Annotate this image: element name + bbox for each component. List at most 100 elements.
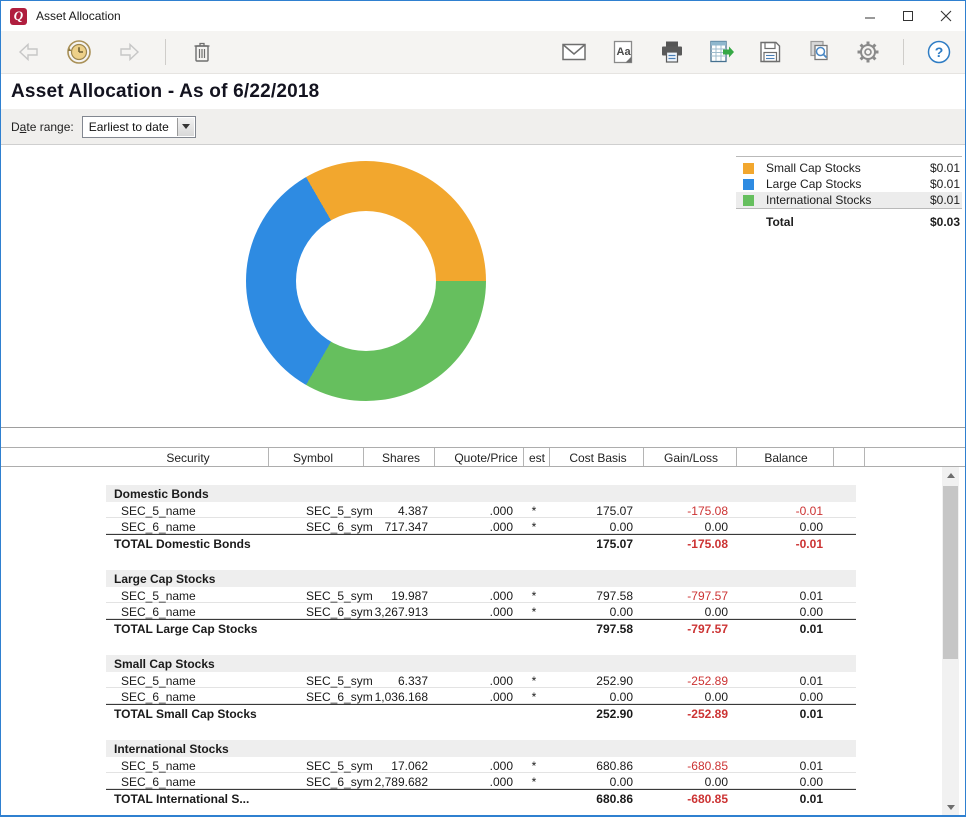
table-header: SecuritySymbolSharesQuote/PriceestCost B… xyxy=(1,447,965,467)
vertical-scrollbar[interactable] xyxy=(942,467,959,816)
cell-estimated-flag: * xyxy=(526,690,542,704)
cell-quote-price: .000 xyxy=(446,690,513,704)
maximize-button[interactable] xyxy=(889,1,927,31)
history-button[interactable] xyxy=(65,38,93,66)
cell-estimated-flag: * xyxy=(526,775,542,789)
printer-icon xyxy=(659,39,685,65)
window-title: Asset Allocation xyxy=(36,9,121,23)
legend-total-label: Total xyxy=(766,215,794,229)
chart-legend: Small Cap Stocks $0.01 Large Cap Stocks $0.… xyxy=(736,156,962,231)
legend-swatch-icon xyxy=(743,195,754,206)
section-header: Large Cap Stocks xyxy=(106,570,856,587)
table-row[interactable]: SEC_5_nameSEC_5_sym4.387.000*175.07-175.… xyxy=(106,502,856,518)
date-range-label: Date range: xyxy=(11,120,74,134)
legend-label: Large Cap Stocks xyxy=(766,177,861,191)
cell-security: SEC_5_name xyxy=(121,504,196,518)
settings-button[interactable] xyxy=(854,38,882,66)
cell-security: SEC_6_name xyxy=(121,775,196,789)
table-row[interactable]: SEC_5_nameSEC_5_sym19.987.000*797.58-797… xyxy=(106,587,856,603)
column-separator xyxy=(434,448,435,466)
table-section: Domestic BondsSEC_5_nameSEC_5_sym4.387.0… xyxy=(106,485,856,552)
table-section: International StocksSEC_5_nameSEC_5_sym1… xyxy=(106,740,856,807)
legend-item[interactable]: Large Cap Stocks $0.01 xyxy=(736,176,962,192)
date-range-select[interactable]: Earliest to date xyxy=(82,116,196,138)
scroll-up-button[interactable] xyxy=(942,467,959,484)
cell-security: SEC_6_name xyxy=(121,605,196,619)
table-row[interactable]: SEC_6_nameSEC_6_sym3,267.913.000*0.000.0… xyxy=(106,603,856,619)
close-button[interactable] xyxy=(927,1,965,31)
cell-estimated-flag: * xyxy=(526,589,542,603)
save-button[interactable] xyxy=(756,38,784,66)
column-separator xyxy=(268,448,269,466)
table-row[interactable]: SEC_5_nameSEC_5_sym17.062.000*680.86-680… xyxy=(106,757,856,773)
email-button[interactable] xyxy=(560,38,588,66)
forward-button xyxy=(115,38,143,66)
cell-quote-price: .000 xyxy=(446,759,513,773)
cell-cost-basis: 797.58 xyxy=(546,589,633,603)
cell-security: SEC_5_name xyxy=(121,674,196,688)
chevron-up-icon xyxy=(947,473,955,478)
donut-chart[interactable] xyxy=(246,161,486,401)
cell-gain-loss: -797.57 xyxy=(646,589,728,603)
column-header: est xyxy=(529,451,545,465)
toolbar: Aa xyxy=(1,31,965,74)
legend-label: Small Cap Stocks xyxy=(766,161,861,175)
table-row[interactable]: SEC_5_nameSEC_5_sym6.337.000*252.90-252.… xyxy=(106,672,856,688)
print-preview-button[interactable] xyxy=(805,38,833,66)
cell-balance: 0.00 xyxy=(741,520,823,534)
scroll-down-button[interactable] xyxy=(942,799,959,816)
total-label: TOTAL Domestic Bonds xyxy=(114,537,251,551)
cell-cost-basis: 0.00 xyxy=(546,605,633,619)
table-row[interactable]: SEC_6_nameSEC_6_sym717.347.000*0.000.000… xyxy=(106,518,856,534)
cell-quote-price: .000 xyxy=(446,504,513,518)
help-icon: ? xyxy=(926,39,952,65)
legend-value: $0.01 xyxy=(930,177,960,191)
total-balance: 0.01 xyxy=(741,792,823,806)
cell-gain-loss: 0.00 xyxy=(646,775,728,789)
scrollbar-thumb[interactable] xyxy=(943,486,958,659)
cell-gain-loss: -252.89 xyxy=(646,674,728,688)
column-header: Security xyxy=(166,451,209,465)
export-button[interactable] xyxy=(707,38,735,66)
total-gain-loss: -252.89 xyxy=(646,707,728,721)
legend-item[interactable]: Small Cap Stocks $0.01 xyxy=(736,160,962,176)
section-header: Domestic Bonds xyxy=(106,485,856,502)
donut-hole xyxy=(296,211,436,351)
print-button[interactable] xyxy=(658,38,686,66)
cell-estimated-flag: * xyxy=(526,674,542,688)
cell-balance: 0.00 xyxy=(741,775,823,789)
column-header: Cost Basis xyxy=(569,451,626,465)
section-total-row: TOTAL Small Cap Stocks252.90-252.890.01 xyxy=(106,704,856,722)
svg-text:Aa: Aa xyxy=(617,46,632,58)
column-header: Balance xyxy=(764,451,807,465)
cell-security: SEC_5_name xyxy=(121,589,196,603)
cell-cost-basis: 680.86 xyxy=(546,759,633,773)
cell-balance: 0.01 xyxy=(741,674,823,688)
quicken-logo-icon: Q xyxy=(10,8,27,25)
total-balance: -0.01 xyxy=(741,537,823,551)
table-row[interactable]: SEC_6_nameSEC_6_sym2,789.682.000*0.000.0… xyxy=(106,773,856,789)
help-button[interactable]: ? xyxy=(925,38,953,66)
minimize-button[interactable] xyxy=(851,1,889,31)
combo-dropdown-button[interactable] xyxy=(177,118,194,136)
column-separator xyxy=(833,448,834,466)
column-header: Gain/Loss xyxy=(664,451,718,465)
legend-item[interactable]: International Stocks$0.01 xyxy=(736,192,962,208)
total-label: TOTAL Small Cap Stocks xyxy=(114,707,257,721)
cell-estimated-flag: * xyxy=(526,520,542,534)
column-header: Quote/Price xyxy=(454,451,517,465)
total-balance: 0.01 xyxy=(741,707,823,721)
cell-shares: 17.062 xyxy=(336,759,428,773)
total-balance: 0.01 xyxy=(741,622,823,636)
total-cost-basis: 797.58 xyxy=(546,622,633,636)
export-spreadsheet-icon xyxy=(707,39,735,65)
cell-security: SEC_5_name xyxy=(121,759,196,773)
delete-button[interactable] xyxy=(188,38,216,66)
save-floppy-icon xyxy=(757,39,783,65)
toolbar-separator xyxy=(165,39,166,65)
legend-value: $0.01 xyxy=(930,161,960,175)
format-font-button[interactable]: Aa xyxy=(609,38,637,66)
total-gain-loss: -680.85 xyxy=(646,792,728,806)
cell-quote-price: .000 xyxy=(446,589,513,603)
table-row[interactable]: SEC_6_nameSEC_6_sym1,036.168.000*0.000.0… xyxy=(106,688,856,704)
